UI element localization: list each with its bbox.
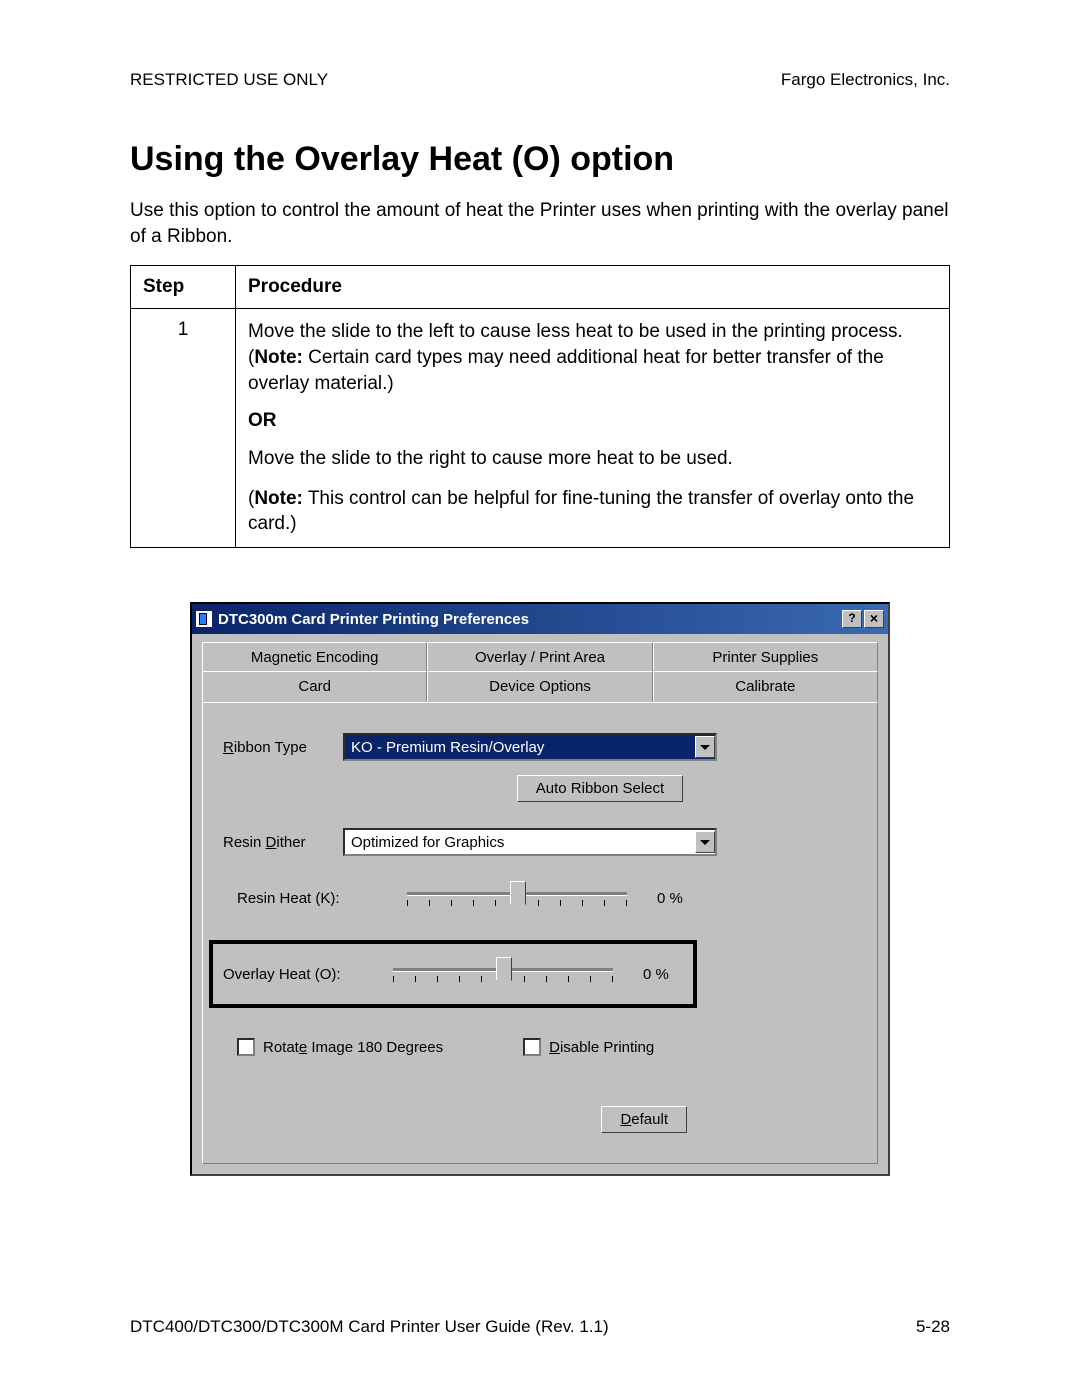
ribbon-type-combo[interactable]: KO - Premium Resin/Overlay <box>343 733 717 761</box>
ribbon-type-value: KO - Premium Resin/Overlay <box>345 739 695 756</box>
header-left: RESTRICTED USE ONLY <box>130 70 328 90</box>
tab-device-options[interactable]: Device Options <box>427 671 652 702</box>
ribbon-type-label: Ribbon Type <box>223 739 343 756</box>
ribbon-type-row: Ribbon Type KO - Premium Resin/Overlay <box>223 733 857 761</box>
chevron-down-icon[interactable] <box>695 831 715 853</box>
overlay-heat-label: Overlay Heat (O): <box>223 966 393 983</box>
proc-p2: Move the slide to the right to cause mor… <box>248 446 937 472</box>
ribbon-type-accel: R <box>223 739 234 756</box>
tab-printer-supplies[interactable]: Printer Supplies <box>653 642 878 672</box>
tabs-row-back: Magnetic Encoding Overlay / Print Area P… <box>192 634 888 672</box>
tab-calibrate[interactable]: Calibrate <box>653 671 878 702</box>
rotate-checkbox[interactable]: Rotate Image 180 Degrees <box>237 1038 443 1056</box>
dialog-body: Ribbon Type KO - Premium Resin/Overlay A… <box>202 702 878 1164</box>
slider-thumb[interactable] <box>510 881 526 905</box>
footer-right: 5-28 <box>916 1317 950 1337</box>
page: RESTRICTED USE ONLY Fargo Electronics, I… <box>0 0 1080 1397</box>
proc-p3b: This control can be helpful for fine-tun… <box>248 488 914 535</box>
resin-heat-value: 0 % <box>657 890 683 907</box>
checkbox-box[interactable] <box>523 1038 541 1056</box>
preferences-dialog: DTC300m Card Printer Printing Preference… <box>190 602 890 1176</box>
rotate-post: Image 180 Degrees <box>307 1039 443 1056</box>
slider-thumb[interactable] <box>496 957 512 981</box>
resin-dither-accel: D <box>266 834 277 851</box>
resin-dither-value: Optimized for Graphics <box>345 834 695 851</box>
app-icon <box>196 611 212 627</box>
checkbox-box[interactable] <box>237 1038 255 1056</box>
resin-dither-post: ither <box>276 834 305 851</box>
tab-magnetic-encoding[interactable]: Magnetic Encoding <box>202 642 427 672</box>
overlay-heat-slider[interactable] <box>393 960 613 988</box>
overlay-heat-value: 0 % <box>643 966 669 983</box>
title-text: DTC300m Card Printer Printing Preference… <box>218 611 529 628</box>
procedure-table: Step Procedure 1 Move the slide to the l… <box>130 265 950 548</box>
auto-ribbon-select-button[interactable]: Auto Ribbon Select <box>517 775 683 802</box>
disable-printing-checkbox[interactable]: Disable Printing <box>523 1038 654 1056</box>
close-icon[interactable] <box>864 610 884 628</box>
table-header-row: Step Procedure <box>131 266 950 309</box>
col-step: Step <box>131 266 236 309</box>
help-icon[interactable] <box>842 610 862 628</box>
rotate-pre: Rotat <box>263 1039 299 1056</box>
checkbox-row: Rotate Image 180 Degrees Disable Printin… <box>223 1038 857 1056</box>
proc-p1-note: Note: <box>254 347 303 368</box>
resin-dither-combo[interactable]: Optimized for Graphics <box>343 828 717 856</box>
resin-heat-row: Resin Heat (K): 0 % <box>237 884 857 912</box>
rotate-accel: e <box>299 1039 307 1056</box>
page-header: RESTRICTED USE ONLY Fargo Electronics, I… <box>130 70 950 90</box>
proc-p3: (Note: This control can be helpful for f… <box>248 486 937 537</box>
resin-dither-row: Resin Dither Optimized for Graphics <box>223 828 857 856</box>
resin-dither-label: Resin Dither <box>223 834 343 851</box>
resin-heat-label: Resin Heat (K): <box>237 890 407 907</box>
default-accel: D <box>620 1111 631 1128</box>
proc-or: OR <box>248 410 937 432</box>
dialog-wrap: DTC300m Card Printer Printing Preference… <box>130 602 950 1176</box>
table-row: 1 Move the slide to the left to cause le… <box>131 309 950 548</box>
header-right: Fargo Electronics, Inc. <box>781 70 950 90</box>
tab-card[interactable]: Card <box>202 671 427 702</box>
page-title: Using the Overlay Heat (O) option <box>130 140 950 179</box>
resin-dither-pre: Resin <box>223 834 266 851</box>
chevron-down-icon[interactable] <box>695 736 715 758</box>
auto-ribbon-row: Auto Ribbon Select <box>223 775 857 802</box>
resin-heat-slider[interactable] <box>407 884 627 912</box>
col-procedure: Procedure <box>236 266 950 309</box>
proc-p1b: Certain card types may need additional h… <box>248 347 884 394</box>
title-bar[interactable]: DTC300m Card Printer Printing Preference… <box>192 604 888 634</box>
footer-left: DTC400/DTC300/DTC300M Card Printer User … <box>130 1317 609 1337</box>
default-post: efault <box>631 1111 668 1128</box>
default-row: Default <box>223 1106 857 1133</box>
proc-p3-note: Note: <box>254 488 303 509</box>
disable-label: Disable Printing <box>549 1039 654 1056</box>
rotate-label: Rotate Image 180 Degrees <box>263 1039 443 1056</box>
tabs-row-front: Card Device Options Calibrate <box>192 671 888 702</box>
tab-overlay-print-area[interactable]: Overlay / Print Area <box>427 642 652 672</box>
step-cell: 1 <box>131 309 236 548</box>
disable-post: isable Printing <box>560 1039 654 1056</box>
disable-accel: D <box>549 1039 560 1056</box>
proc-p1: Move the slide to the left to cause less… <box>248 319 937 396</box>
page-footer: DTC400/DTC300/DTC300M Card Printer User … <box>130 1317 950 1337</box>
ribbon-type-label-text: ibbon Type <box>234 739 307 756</box>
procedure-cell: Move the slide to the left to cause less… <box>236 309 950 548</box>
intro-text: Use this option to control the amount of… <box>130 198 950 249</box>
overlay-heat-row: Overlay Heat (O): 0 % <box>209 940 697 1008</box>
default-button[interactable]: Default <box>601 1106 687 1133</box>
